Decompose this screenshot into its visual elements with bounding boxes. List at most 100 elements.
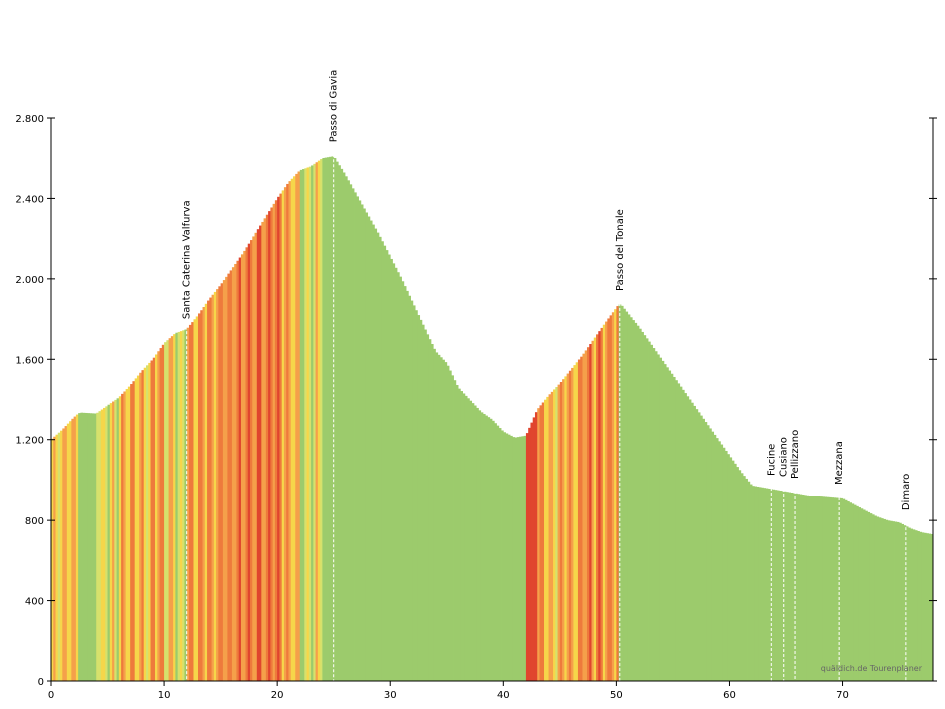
elevation-bar <box>406 290 409 681</box>
elevation-bar <box>482 413 486 681</box>
elevation-bar <box>401 281 405 681</box>
place-label: Fucine <box>766 444 777 476</box>
elevation-bar <box>559 382 563 681</box>
elevation-bar <box>677 383 681 681</box>
elevation-bar <box>858 507 862 681</box>
elevation-bar <box>93 413 97 681</box>
elevation-bar <box>229 270 233 681</box>
elevation-bar <box>632 320 635 681</box>
elevation-bar <box>519 436 522 681</box>
elevation-bar <box>756 486 760 681</box>
elevation-bar <box>57 432 61 681</box>
elevation-bar <box>155 354 158 681</box>
elevation-bar <box>623 308 626 681</box>
elevation-bar <box>788 492 791 681</box>
elevation-bar <box>672 376 676 681</box>
elevation-bar <box>473 405 477 681</box>
elevation-bar <box>252 236 255 681</box>
elevation-bar <box>806 495 810 681</box>
elevation-bar <box>191 322 194 681</box>
x-tick-label: 20 <box>271 690 284 701</box>
elevation-bar <box>930 534 934 681</box>
elevation-bar <box>620 305 624 681</box>
elevation-bar <box>335 161 339 681</box>
elevation-bar <box>225 276 228 681</box>
elevation-bar <box>148 362 151 681</box>
elevation-bar <box>265 214 269 681</box>
elevation-bar <box>534 412 538 681</box>
elevation-bar <box>152 357 156 681</box>
elevation-bar <box>354 192 357 681</box>
elevation-bar <box>315 162 319 682</box>
elevation-bar <box>464 395 468 681</box>
elevation-bar <box>494 423 497 681</box>
elevation-bar <box>765 488 769 681</box>
elevation-bar <box>87 413 90 681</box>
elevation-bar <box>408 295 411 681</box>
y-tick-label: 2.400 <box>15 194 44 205</box>
elevation-bar <box>611 312 615 681</box>
x-tick-label: 10 <box>158 690 171 701</box>
elevation-bar <box>302 169 305 681</box>
elevation-bar <box>901 523 904 681</box>
elevation-bar <box>204 303 208 681</box>
elevation-bar <box>871 514 875 681</box>
elevation-bar <box>510 435 513 681</box>
place-label: Cusiano <box>779 437 790 477</box>
elevation-bar <box>311 165 314 681</box>
elevation-bar <box>795 493 798 681</box>
elevation-bar <box>521 436 525 681</box>
elevation-bar <box>657 354 660 681</box>
elevation-bar <box>349 184 353 681</box>
elevation-bar <box>634 322 638 681</box>
elevation-bar <box>118 396 122 681</box>
elevation-bar <box>883 518 886 681</box>
place-label: Santa Caterina Valfurva <box>182 200 193 319</box>
elevation-bar <box>84 412 88 681</box>
elevation-bar <box>345 176 348 681</box>
elevation-bar <box>426 334 430 681</box>
elevation-bar <box>523 435 527 681</box>
elevation-bar <box>763 488 767 681</box>
elevation-bar <box>313 163 316 682</box>
elevation-bar <box>55 434 59 681</box>
y-tick-label: 2.000 <box>15 275 44 286</box>
elevation-bar <box>548 394 552 681</box>
elevation-bar <box>758 487 762 681</box>
elevation-bar <box>761 487 764 681</box>
elevation-bar <box>421 324 425 681</box>
elevation-bar <box>186 327 190 681</box>
elevation-bar <box>878 517 882 681</box>
elevation-bar <box>236 260 240 681</box>
elevation-bar <box>403 286 407 681</box>
elevation-bar <box>103 407 106 681</box>
elevation-bar <box>921 532 925 681</box>
elevation-bar <box>245 247 249 682</box>
elevation-bar <box>745 478 748 681</box>
place-label: Passo del Tonale <box>615 209 626 291</box>
elevation-bar <box>661 360 665 681</box>
elevation-bar <box>164 342 167 681</box>
elevation-bar <box>358 200 362 681</box>
elevation-bar <box>600 327 604 681</box>
elevation-bar <box>736 467 739 681</box>
elevation-bar <box>53 436 56 681</box>
elevation-bar <box>670 373 674 681</box>
elevation-bar <box>71 418 75 681</box>
elevation-bar <box>433 348 436 681</box>
elevation-bar <box>928 533 932 681</box>
elevation-bar <box>867 511 871 681</box>
elevation-bar <box>914 530 918 681</box>
elevation-bar <box>376 232 380 682</box>
elevation-bar <box>790 493 794 681</box>
elevation-bar <box>202 307 206 681</box>
elevation-bar <box>571 367 574 681</box>
elevation-bar <box>331 156 335 681</box>
elevation-bar <box>272 203 276 682</box>
elevation-bar <box>596 334 599 681</box>
elevation-bar <box>451 375 454 681</box>
elevation-bar <box>618 304 622 681</box>
elevation-bar <box>639 328 642 681</box>
elevation-bar <box>78 413 81 681</box>
elevation-bar <box>367 216 371 681</box>
